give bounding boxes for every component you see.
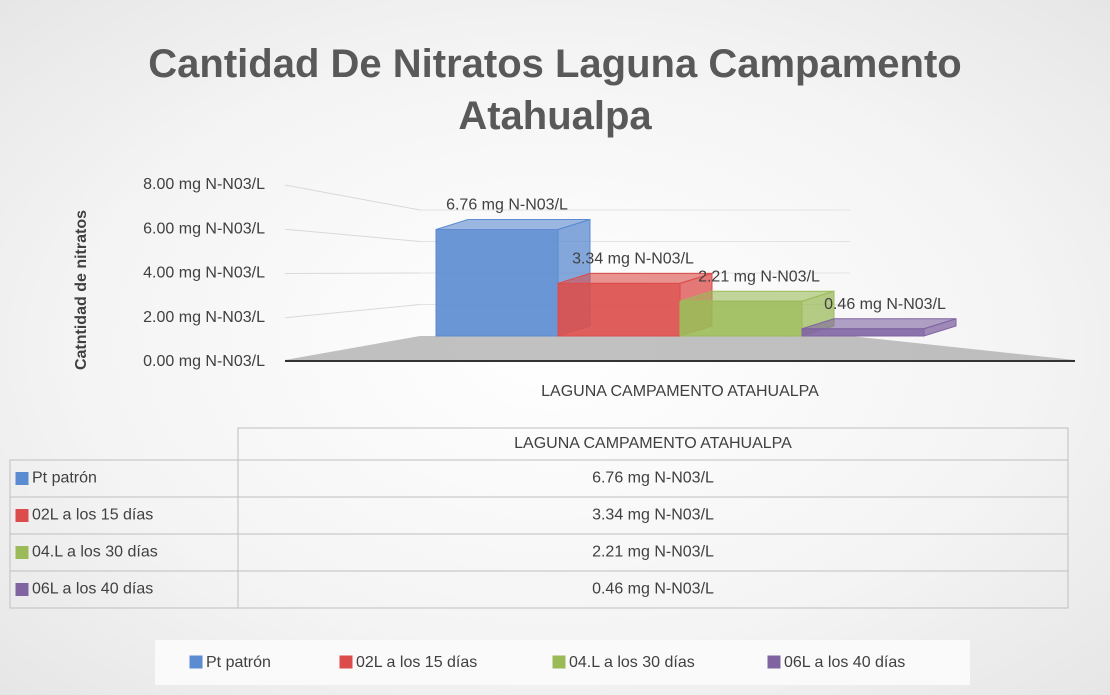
table-row: [9, 459, 1069, 498]
y-tick-label: 6.00 mg N-N03/L: [143, 220, 265, 237]
grid-line: [284, 304, 421, 319]
y-axis-label: Catntidad de nitratos: [73, 210, 90, 370]
floor: [285, 336, 1075, 360]
chart-title: Cantidad De Nitratos Laguna Campamento A…: [148, 42, 962, 138]
table-series-name: 04.L a los 30 días: [32, 544, 158, 561]
table-value: 6.76 mg N-N03/L: [592, 470, 714, 487]
grid-line: [284, 272, 421, 274]
table-series-name: Pt patrón: [32, 470, 97, 487]
legend-key: [15, 546, 29, 559]
grid-line: [284, 228, 421, 242]
legend-key: [15, 583, 29, 596]
bar: [679, 300, 803, 337]
grid-line: [284, 184, 421, 211]
y-tick-label: 2.00 mg N-N03/L: [143, 309, 265, 326]
bar: [557, 282, 681, 337]
table-row: [9, 533, 1069, 572]
legend: Pt patrón 02L a los 15 días 04.L a los 30 …: [155, 640, 970, 685]
x-tick-label: LAGUNA CAMPAMENTO ATAHUALPA: [541, 383, 819, 400]
data-label: 0.46 mg N-N03/L: [824, 296, 946, 313]
data-label: 6.76 mg N-N03/L: [446, 197, 568, 214]
bar: [435, 229, 559, 337]
legend-key: [15, 472, 29, 485]
bar: [801, 328, 925, 337]
data-label: 2.21 mg N-N03/L: [698, 268, 820, 285]
legend-label: 04.L a los 30 días: [569, 654, 695, 671]
table-value: 2.21 mg N-N03/L: [592, 544, 714, 561]
legend-key: [767, 655, 781, 669]
legend-key: [15, 509, 29, 522]
table-row: [9, 570, 1069, 609]
data-label: 3.34 mg N-N03/L: [572, 251, 694, 268]
legend-label: 06L a los 40 días: [784, 654, 905, 671]
table-value: 3.34 mg N-N03/L: [592, 507, 714, 524]
table-header: LAGUNA CAMPAMENTO ATAHUALPA: [514, 435, 792, 452]
legend-label: Pt patrón: [206, 654, 271, 671]
table-row: [9, 496, 1069, 535]
data-table: LAGUNA CAMPAMENTO ATAHUALPA Pt patrón 6.76…: [9, 427, 1069, 609]
y-tick-label: 0.00 mg N-N03/L: [143, 353, 265, 370]
table-value: 0.46 mg N-N03/L: [592, 581, 714, 598]
table-series-name: 02L a los 15 días: [32, 507, 153, 524]
legend-label: 02L a los 15 días: [356, 654, 477, 671]
y-tick-label: 8.00 mg N-N03/L: [143, 176, 265, 193]
legend-key: [552, 655, 566, 669]
legend-key: [339, 655, 353, 669]
table-series-name: 06L a los 40 días: [32, 581, 153, 598]
y-tick-label: 4.00 mg N-N03/L: [143, 265, 265, 282]
legend-key: [189, 655, 203, 669]
